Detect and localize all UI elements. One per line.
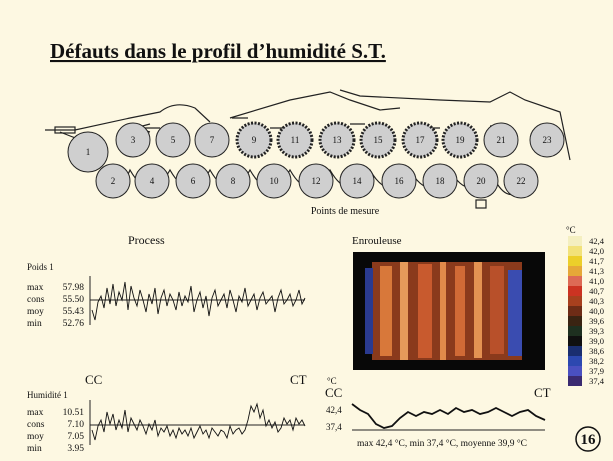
page-number: 16 <box>581 432 597 448</box>
roll-label: 21 <box>497 135 506 145</box>
stat-value: 3.95 <box>67 444 84 454</box>
scale-label: 41,7 <box>589 256 604 266</box>
profile-caption: max 42,4 °C, min 37,4 °C, moyenne 39,9 °… <box>357 438 527 449</box>
scale-swatch <box>568 316 582 326</box>
scale-label: 40,3 <box>589 296 604 306</box>
stat-value: 10.51 <box>63 408 85 418</box>
profile-max: 42,4 <box>326 405 342 415</box>
scale-label: 39,0 <box>589 336 604 346</box>
scale-label: 38,6 <box>589 346 604 356</box>
machine-caption: Points de mesure <box>311 206 380 217</box>
roll-label: 4 <box>150 176 155 186</box>
scale-swatch <box>568 346 582 356</box>
scale-label: 41,0 <box>589 276 604 286</box>
roll-label: 6 <box>191 176 196 186</box>
roll-label: 18 <box>436 176 446 186</box>
stat-value: 52.76 <box>63 319 85 329</box>
stat-value: 57.98 <box>63 283 85 293</box>
scale-swatch <box>568 356 582 366</box>
scale-swatch <box>568 236 582 246</box>
roll-label: 12 <box>312 176 321 186</box>
process-title: Process <box>128 233 165 247</box>
scale-label: 42,0 <box>589 246 604 256</box>
roll-label: 16 <box>395 176 405 186</box>
roll-label: 3 <box>131 135 136 145</box>
roll-label: 8 <box>231 176 236 186</box>
stat-name: max <box>27 408 44 418</box>
scale-swatch <box>568 256 582 266</box>
roll-label: 11 <box>291 135 300 145</box>
scale-swatch <box>568 366 582 376</box>
scale-swatch <box>568 286 582 296</box>
scale-swatch <box>568 276 582 286</box>
ct-label: CT <box>290 372 307 387</box>
scale-swatch <box>568 296 582 306</box>
thermal-image <box>353 252 545 370</box>
profile-cc: CC <box>325 385 342 400</box>
scale-swatch <box>568 246 582 256</box>
scale-unit: °C <box>566 225 576 235</box>
roll-label: 1 <box>86 147 91 157</box>
stat-value: 55.50 <box>63 295 85 305</box>
scale-label: 40,0 <box>589 306 604 316</box>
stat-name: min <box>27 444 42 454</box>
roll-label: 5 <box>171 135 176 145</box>
scale-label: 40,7 <box>589 286 604 296</box>
scale-label: 42,4 <box>589 236 605 246</box>
humidite-label: Humidité 1 <box>27 390 68 400</box>
roll-label: 13 <box>333 135 343 145</box>
scale-label: 39,6 <box>589 316 604 326</box>
stat-name: moy <box>27 307 44 317</box>
poids-label: Poids 1 <box>27 262 54 272</box>
scale-label: 41,3 <box>589 266 604 276</box>
scale-swatch <box>568 326 582 336</box>
background <box>0 0 613 461</box>
stat-name: max <box>27 283 44 293</box>
roll-label: 22 <box>517 176 526 186</box>
cc-label: CC <box>85 372 102 387</box>
scale-label: 37,9 <box>589 366 604 376</box>
scale-swatch <box>568 306 582 316</box>
scale-swatch <box>568 266 582 276</box>
title: Défauts dans le profil d’humidité S.T. <box>50 39 386 63</box>
stat-name: cons <box>27 295 45 305</box>
profile-min: 37,4 <box>326 422 342 432</box>
scale-swatch <box>568 336 582 346</box>
slide: Défauts dans le profil d’humidité S.T. 1… <box>0 0 613 461</box>
scale-label: 37,4 <box>589 376 605 386</box>
roll-label: 14 <box>353 176 363 186</box>
stat-value: 7.10 <box>67 420 84 430</box>
profile-ct: CT <box>534 385 551 400</box>
roll-label: 10 <box>270 176 280 186</box>
roll-label: 7 <box>210 135 215 145</box>
roll-label: 23 <box>543 135 553 145</box>
stat-value: 55.43 <box>63 307 85 317</box>
scale-swatch <box>568 376 582 386</box>
stat-name: min <box>27 319 42 329</box>
stat-name: moy <box>27 432 44 442</box>
scale-label: 39,3 <box>589 326 604 336</box>
roll-label: 9 <box>252 135 257 145</box>
enrouleuse-title: Enrouleuse <box>352 235 402 247</box>
roll-label: 20 <box>477 176 487 186</box>
roll-label: 2 <box>111 176 116 186</box>
roll-label: 15 <box>374 135 384 145</box>
stat-name: cons <box>27 420 45 430</box>
stat-value: 7.05 <box>67 432 84 442</box>
roll-label: 17 <box>416 135 426 145</box>
scale-label: 38,2 <box>589 356 604 366</box>
roll-label: 19 <box>456 135 466 145</box>
